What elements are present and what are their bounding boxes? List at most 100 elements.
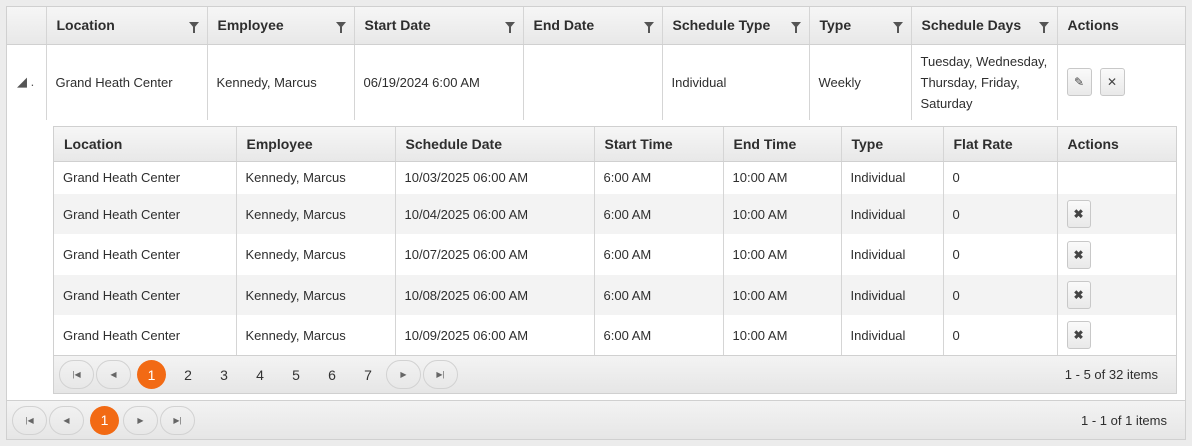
cell-type: Individual (840, 315, 943, 355)
cell-employee: Kennedy, Marcus (235, 315, 395, 355)
table-row: Grand Heath Center Kennedy, Marcus 10/03/2… (54, 161, 1176, 194)
filter-icon[interactable] (643, 22, 654, 33)
cell-schedule-date: 10/09/2025 06:00 AM (394, 315, 594, 355)
cell-flat-rate: 0 (942, 194, 1057, 234)
cell-end-date (522, 44, 662, 120)
delete-button[interactable]: ✖ (1066, 321, 1091, 349)
detail-table: Location Employee Schedule Date Start Time E… (54, 127, 1176, 355)
schedule-grid: Location Employee Start Date End Date Sc… (6, 6, 1186, 440)
filter-icon[interactable] (335, 22, 346, 33)
page-3-button[interactable]: 3 (220, 366, 228, 383)
column-header-actions: Actions (1056, 7, 1185, 45)
cell-actions (1056, 161, 1176, 194)
delete-button[interactable]: ✖ (1066, 240, 1091, 269)
detail-grid: Location Employee Schedule Date Start Time E… (53, 126, 1177, 394)
cell-employee: Kennedy, Marcus (206, 44, 354, 120)
page-2-button[interactable]: 2 (184, 366, 192, 383)
page-5-button[interactable]: 5 (292, 366, 300, 383)
filter-icon[interactable] (504, 22, 515, 33)
detail-column-header-actions: Actions (1056, 127, 1176, 162)
cell-location: Grand Heath Center (54, 194, 236, 234)
cell-end-time: 10:00 AM (722, 234, 841, 275)
cell-actions: ✖ (1056, 275, 1176, 315)
cell-actions: ✖ (1056, 194, 1176, 234)
page-7-button[interactable]: 7 (364, 366, 372, 383)
filter-icon[interactable] (790, 22, 801, 33)
cell-end-time: 10:00 AM (722, 315, 841, 355)
cell-location: Grand Heath Center (54, 275, 236, 315)
cell-end-time: 10:00 AM (722, 194, 841, 234)
page-6-button[interactable]: 6 (328, 366, 336, 383)
cell-actions: ✖ (1056, 234, 1176, 275)
prev-page-button[interactable]: ◀ (49, 405, 84, 435)
detail-column-header-flat-rate[interactable]: Flat Rate (942, 127, 1057, 162)
outer-pager: |◀ ◀ 1 ▶ ▶| 1 - 1 of 1 items (7, 400, 1185, 439)
filter-icon[interactable] (1038, 22, 1049, 33)
next-page-button[interactable]: ▶ (123, 405, 158, 435)
cell-start-time: 6:00 AM (593, 275, 723, 315)
cell-employee: Kennedy, Marcus (235, 234, 395, 275)
cell-type: Individual (840, 234, 943, 275)
delete-button[interactable]: ✖ (1066, 200, 1091, 228)
last-page-button[interactable]: ▶| (423, 360, 458, 389)
column-header-type[interactable]: Type (808, 7, 911, 45)
detail-column-header-start-time[interactable]: Start Time (593, 127, 723, 162)
current-page[interactable]: 1 (90, 405, 119, 435)
next-page-button[interactable]: ▶ (386, 360, 421, 389)
first-page-button[interactable]: |◀ (12, 405, 47, 435)
column-header-schedule-days[interactable]: Schedule Days (910, 7, 1057, 45)
column-header-schedule-type[interactable]: Schedule Type (661, 7, 809, 45)
cell-employee: Kennedy, Marcus (235, 194, 395, 234)
cell-actions: ✎ ✕ (1056, 44, 1185, 120)
column-header-location[interactable]: Location (45, 7, 207, 45)
delete-button[interactable]: ✖ (1066, 281, 1091, 309)
cell-location: Grand Heath Center (45, 44, 207, 120)
cell-type: Individual (840, 275, 943, 315)
column-header-end-date[interactable]: End Date (522, 7, 662, 45)
cell-end-time: 10:00 AM (722, 275, 841, 315)
column-header-employee[interactable]: Employee (206, 7, 354, 45)
header-row: Location Employee Start Date End Date Sc… (7, 7, 1185, 45)
detail-column-header-location[interactable]: Location (54, 127, 236, 162)
collapse-icon[interactable]: ◢ . (17, 74, 35, 90)
cell-start-time: 6:00 AM (593, 234, 723, 275)
cell-type: Individual (840, 194, 943, 234)
edit-button[interactable]: ✎ (1066, 68, 1092, 97)
column-header-start-date[interactable]: Start Date (353, 7, 523, 45)
cell-flat-rate: 0 (942, 234, 1057, 275)
filter-icon[interactable] (892, 22, 903, 33)
cell-schedule-days: Tuesday, Wednesday, Thursday, Friday, Sa… (910, 44, 1057, 120)
delete-button[interactable]: ✕ (1099, 68, 1125, 97)
cell-location: Grand Heath Center (63, 247, 181, 262)
prev-page-button[interactable]: ◀ (96, 360, 131, 389)
pager-info: 1 - 1 of 1 items (1081, 412, 1167, 428)
current-page[interactable]: 1 (137, 360, 166, 389)
detail-header-row: Location Employee Schedule Date Start Time E… (54, 127, 1176, 162)
table-row: Grand Heath Center Kennedy, Marcus 10/09/2… (54, 315, 1176, 355)
detail-column-header-end-time[interactable]: End Time (722, 127, 841, 162)
page-4-button[interactable]: 4 (256, 366, 264, 383)
table-row: Grand Heath Center Kennedy, Marcus 10/07/2… (54, 234, 1176, 275)
detail-column-header-type[interactable]: Type (840, 127, 943, 162)
cell-flat-rate: 0 (942, 315, 1057, 355)
detail-column-header-schedule-date[interactable]: Schedule Date (394, 127, 594, 162)
last-page-button[interactable]: ▶| (160, 405, 195, 435)
schedule-table: Location Employee Start Date End Date Sc… (7, 7, 1185, 120)
cell-schedule-date: 10/08/2025 06:00 AM (394, 275, 594, 315)
pager-info: 1 - 5 of 32 items (1064, 367, 1158, 382)
cell-employee: Kennedy, Marcus (235, 161, 395, 194)
filter-icon[interactable] (188, 22, 199, 33)
detail-pager: |◀ ◀ 1 2 3 4 5 6 7 ▶ ▶| 1 - 5 of 32 items (54, 355, 1176, 393)
cell-schedule-date: 10/07/2025 06:00 AM (394, 234, 594, 275)
table-row: Grand Heath Center Kennedy, Marcus 10/04/2… (54, 194, 1176, 234)
cell-start-date: 06/19/2024 6:00 AM (353, 44, 523, 120)
first-page-button[interactable]: |◀ (59, 360, 94, 389)
cell-schedule-type: Individual (661, 44, 809, 120)
detail-column-header-employee[interactable]: Employee (235, 127, 395, 162)
cell-start-time: 6:00 AM (593, 315, 723, 355)
cell-location: Grand Heath Center (63, 170, 181, 186)
cell-type: Weekly (808, 44, 911, 120)
cell-schedule-date: 10/04/2025 06:00 AM (394, 194, 594, 234)
cell-flat-rate: 0 (942, 161, 1057, 194)
cell-employee: Kennedy, Marcus (235, 275, 395, 315)
